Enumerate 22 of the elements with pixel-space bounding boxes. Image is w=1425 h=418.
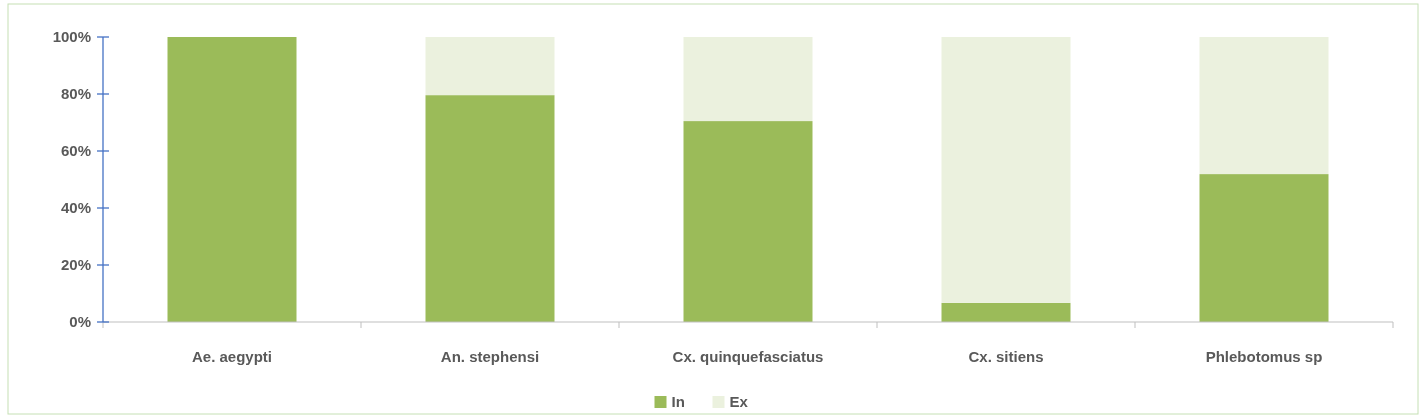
bar — [1199, 174, 1329, 322]
x-tick-label: Cx. sitiens — [968, 348, 1044, 365]
bar — [683, 37, 813, 122]
y-tick-label: 80% — [60, 85, 91, 103]
y-tick-label: 40% — [60, 199, 91, 217]
legend-label: In — [671, 393, 685, 410]
bar — [1199, 37, 1329, 175]
y-tick-label: 60% — [60, 142, 91, 160]
bar — [425, 37, 555, 96]
y-tick-label: 20% — [60, 256, 91, 274]
bar — [941, 302, 1071, 322]
bar — [941, 37, 1071, 303]
x-tick-label: Phlebotomus sp — [1205, 348, 1323, 365]
bar — [425, 95, 555, 322]
x-tick-label: An. stephensi — [440, 348, 540, 365]
x-tick-label: Ae. aegypti — [191, 348, 273, 365]
bar — [683, 121, 813, 322]
y-tick-label: 0% — [69, 313, 91, 331]
bar — [167, 37, 297, 322]
y-tick-label: 100% — [52, 28, 91, 46]
legend-label: Ex — [729, 393, 749, 410]
x-tick-label: Cx. quinquefasciatus — [672, 348, 824, 365]
